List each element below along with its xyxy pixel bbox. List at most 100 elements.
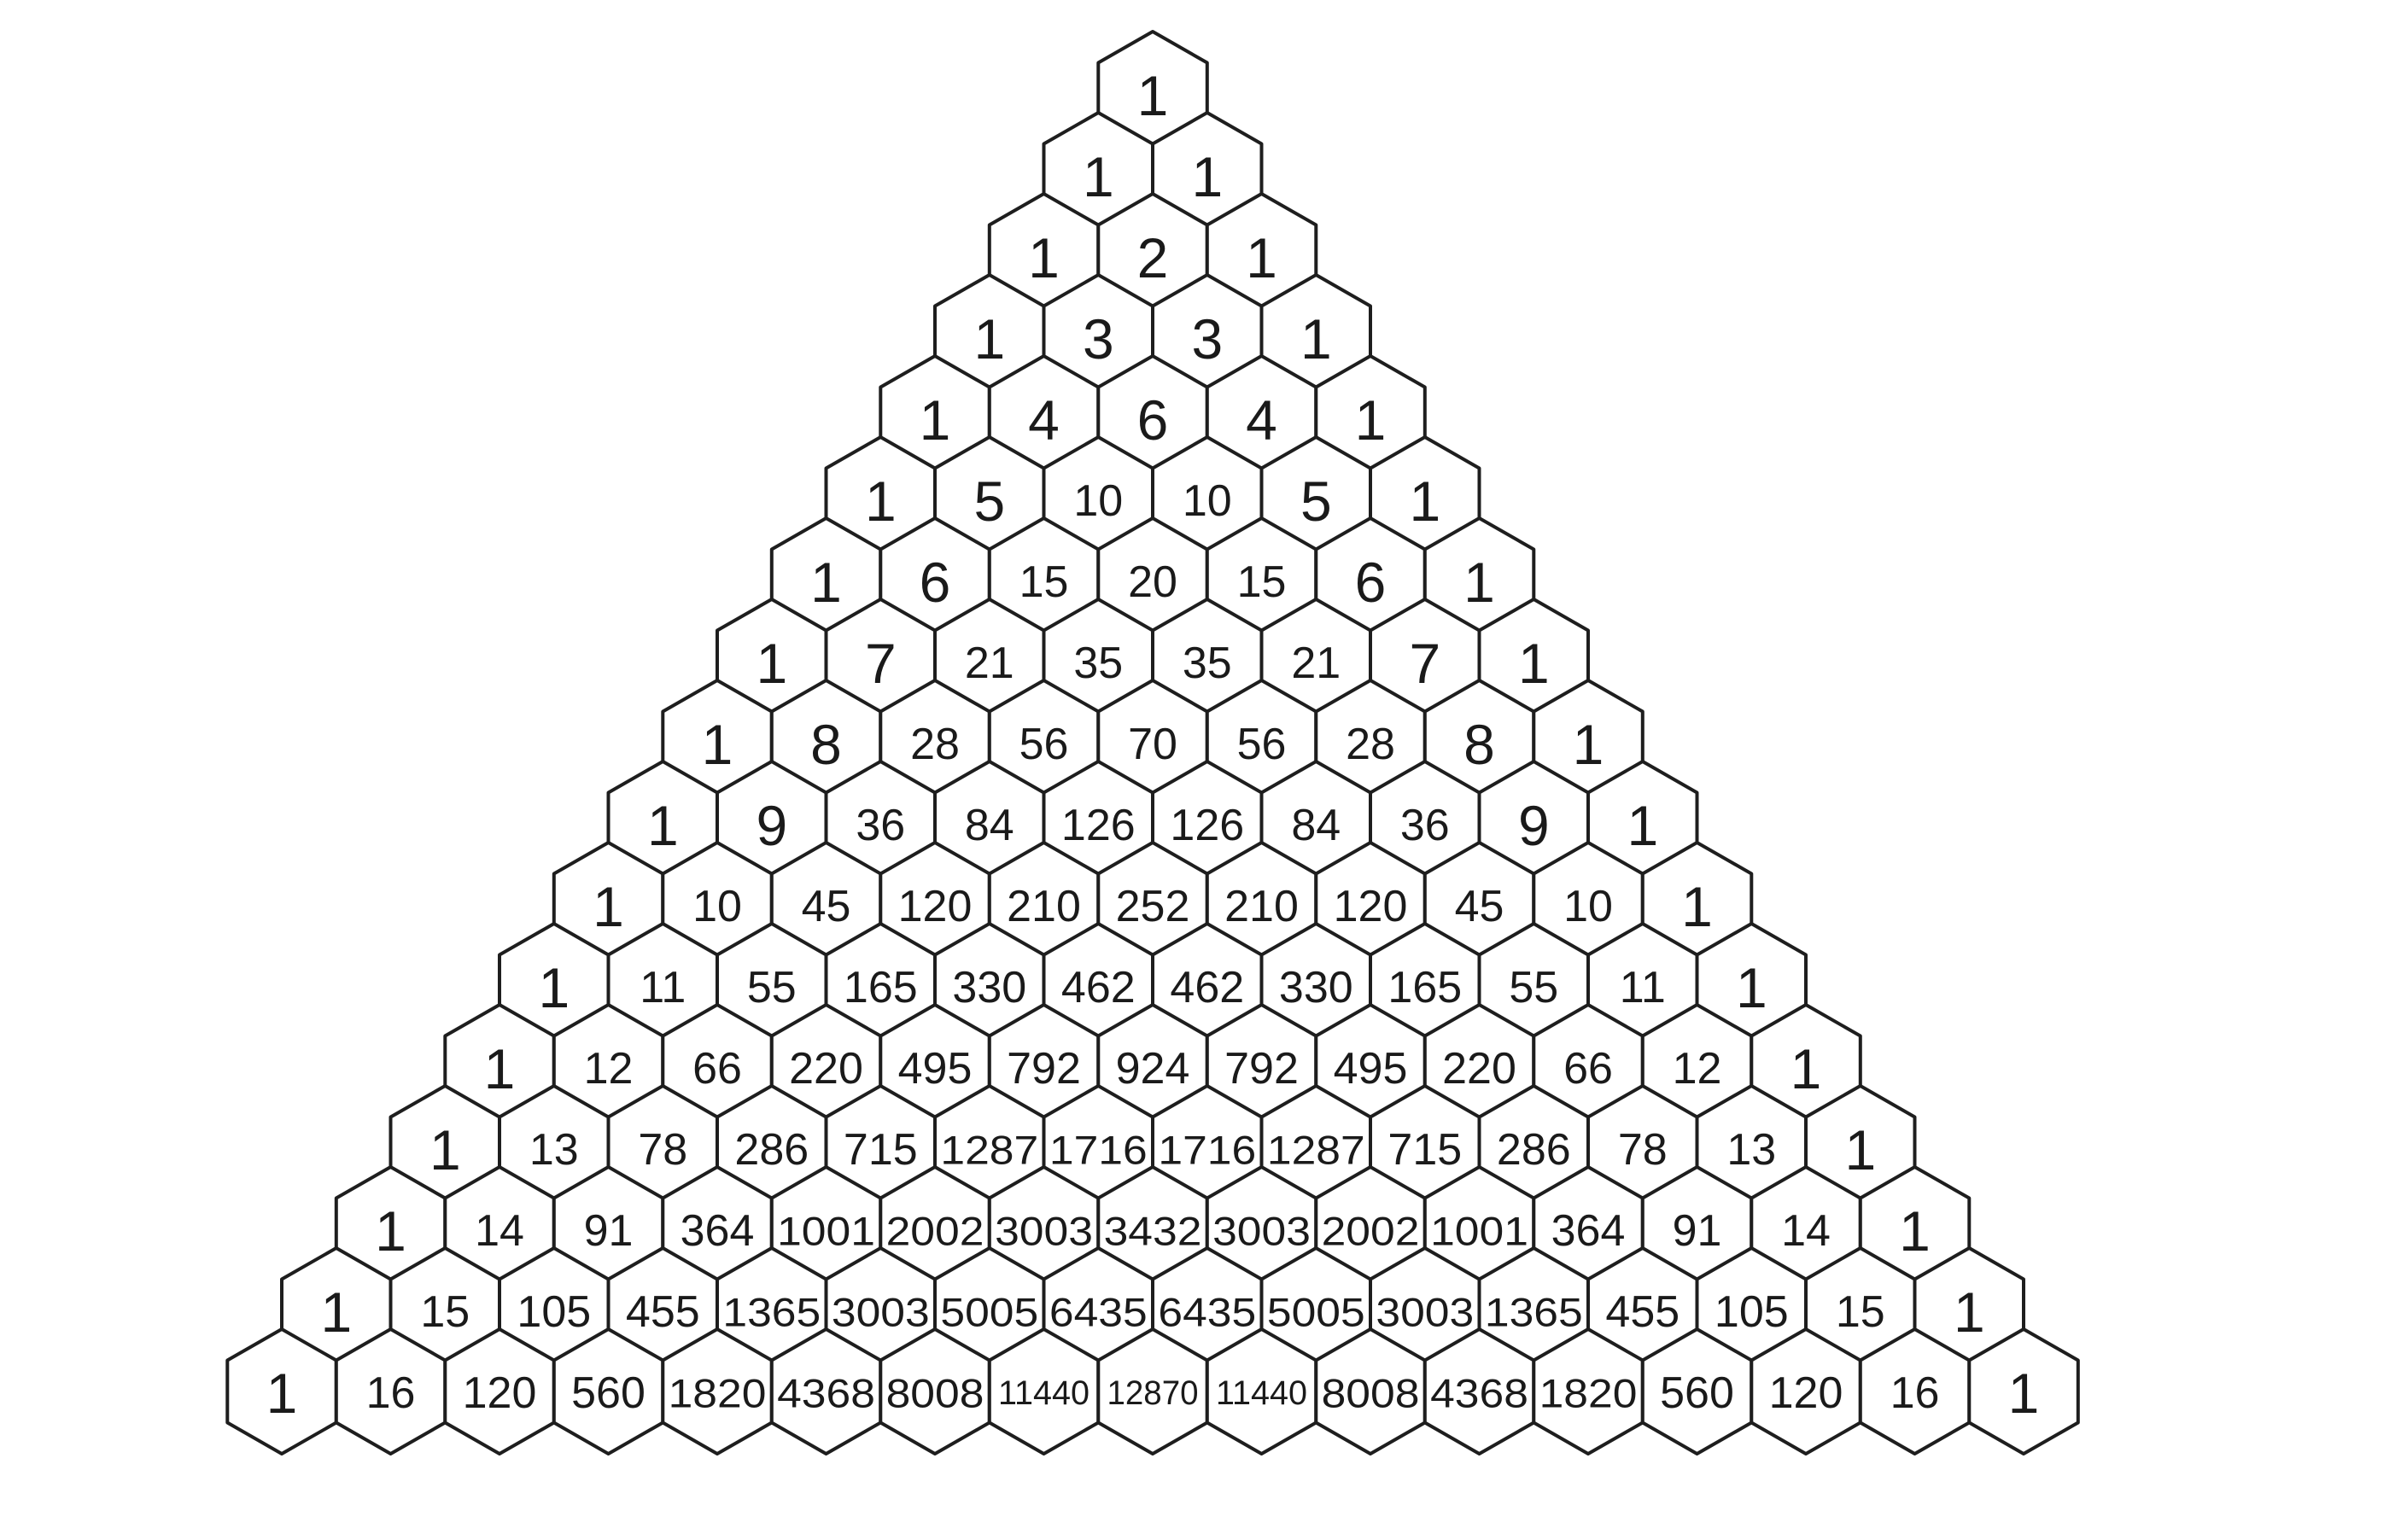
cell-value: 55: [1509, 963, 1558, 1012]
cell-value: 1: [266, 1362, 298, 1425]
cell-value: 11440: [1216, 1374, 1307, 1412]
hex-cell: 5: [933, 435, 1046, 563]
cell-value: 1: [1137, 64, 1169, 127]
hex-cell: 7: [1369, 598, 1481, 726]
cell-value: 455: [1605, 1287, 1680, 1337]
cell-value: 1: [320, 1280, 352, 1344]
hex-cell: 12: [552, 1003, 665, 1131]
cell-value: 8008: [886, 1371, 984, 1416]
hex-cell: 1820: [1532, 1327, 1644, 1455]
cell-value: 14: [1781, 1206, 1831, 1256]
cell-value: 286: [734, 1125, 809, 1175]
cell-value: 1001: [777, 1209, 875, 1254]
hex-cell: 560: [552, 1327, 665, 1455]
hex-cell: 1: [1477, 598, 1590, 726]
cell-value: 126: [1170, 801, 1244, 850]
cell-value: 8: [1463, 713, 1495, 776]
cell-value: 16: [1890, 1368, 1940, 1418]
cell-value: 6435: [1049, 1290, 1148, 1335]
cell-value: 1820: [669, 1371, 767, 1416]
hex-cell: 1: [987, 192, 1101, 320]
hex-cell: 1: [824, 435, 937, 563]
hex-cell: 6435: [1151, 1246, 1264, 1374]
cell-value: 252: [1116, 882, 1190, 931]
cell-value: 36: [856, 801, 905, 850]
hex-cell: 1: [1422, 516, 1536, 645]
hex-cell: 105: [498, 1246, 610, 1374]
hex-cell: 15: [388, 1246, 501, 1374]
cell-value: 715: [844, 1125, 918, 1175]
cell-value: 495: [898, 1044, 973, 1094]
cell-value: 1: [1409, 470, 1440, 533]
cell-value: 792: [1007, 1044, 1081, 1094]
cell-value: 15: [420, 1287, 470, 1337]
cell-value: 10: [1073, 476, 1123, 526]
hex-cell: 1: [1640, 841, 1754, 969]
cell-value: 462: [1061, 963, 1136, 1012]
cell-value: 792: [1224, 1044, 1299, 1094]
cell-value: 120: [898, 882, 973, 931]
cell-value: 1: [1191, 145, 1223, 208]
cell-value: 12870: [1107, 1374, 1198, 1412]
cell-value: 16: [366, 1368, 416, 1418]
hex-cell: 9: [1477, 760, 1590, 888]
hex-cell: 11440: [1205, 1327, 1318, 1455]
hex-cell: 1: [1858, 1165, 1972, 1293]
cell-value: 1365: [722, 1290, 821, 1335]
cell-value: 1: [1627, 794, 1658, 857]
cell-value: 11: [640, 963, 686, 1012]
cell-value: 11: [1620, 963, 1666, 1012]
cell-value: 3003: [1212, 1209, 1311, 1254]
cell-value: 2002: [1322, 1209, 1420, 1254]
cell-value: 5: [1300, 470, 1332, 533]
cell-value: 6435: [1158, 1290, 1256, 1335]
hex-cell: 13: [1695, 1084, 1808, 1212]
hex-cell: 1: [933, 273, 1046, 401]
cell-value: 36: [1400, 801, 1450, 850]
hex-cell: 105: [1695, 1246, 1808, 1374]
hex-cells: 11 11 2 11 3 3 11 4 6 4 11 5 10 10 5 11 6 15 20 15 6 11 7 21 35 3…: [225, 30, 2080, 1455]
cell-value: 165: [844, 963, 918, 1012]
cell-value: 5005: [1267, 1290, 1365, 1335]
hex-cell: 792: [1205, 1003, 1318, 1131]
hex-cell: 120: [1750, 1327, 1862, 1455]
cell-value: 1: [1899, 1199, 1931, 1263]
cell-value: 286: [1497, 1125, 1571, 1175]
cell-value: 330: [1279, 963, 1353, 1012]
cell-value: 1: [1355, 388, 1387, 452]
cell-value: 560: [1660, 1368, 1734, 1418]
cell-value: 4368: [777, 1371, 875, 1416]
cell-value: 495: [1334, 1044, 1408, 1094]
cell-value: 9: [756, 794, 787, 857]
cell-value: 91: [584, 1206, 634, 1256]
cell-value: 35: [1073, 639, 1123, 688]
cell-value: 1: [1954, 1280, 1985, 1344]
cell-value: 84: [965, 801, 1014, 850]
hex-cell: 252: [1096, 841, 1209, 969]
cell-value: 15: [1836, 1287, 1885, 1337]
cell-value: 3: [1191, 307, 1223, 370]
cell-value: 1365: [1485, 1290, 1583, 1335]
cell-value: 6: [1137, 388, 1169, 452]
cell-value: 4: [1246, 388, 1277, 452]
cell-value: 4368: [1430, 1371, 1528, 1416]
hex-cell: 1001: [769, 1165, 883, 1293]
cell-value: 330: [952, 963, 1026, 1012]
cell-value: 15: [1019, 557, 1069, 607]
hex-cell: 21: [933, 598, 1046, 726]
cell-value: 1: [593, 875, 624, 938]
cell-value: 10: [1563, 882, 1613, 931]
cell-value: 7: [865, 632, 897, 695]
cell-value: 3003: [995, 1209, 1093, 1254]
cell-value: 45: [802, 882, 851, 931]
cell-value: 1: [1463, 551, 1495, 614]
hex-cell: 3003: [1205, 1165, 1318, 1293]
cell-value: 78: [1618, 1125, 1668, 1175]
cell-value: 1: [1518, 632, 1550, 695]
hex-cell: 210: [987, 841, 1101, 969]
cell-value: 220: [789, 1044, 863, 1094]
hex-cell: 3: [1042, 273, 1154, 401]
hex-cell: 1365: [716, 1246, 828, 1374]
hex-cell: 120: [443, 1327, 556, 1455]
cell-value: 105: [517, 1287, 591, 1337]
